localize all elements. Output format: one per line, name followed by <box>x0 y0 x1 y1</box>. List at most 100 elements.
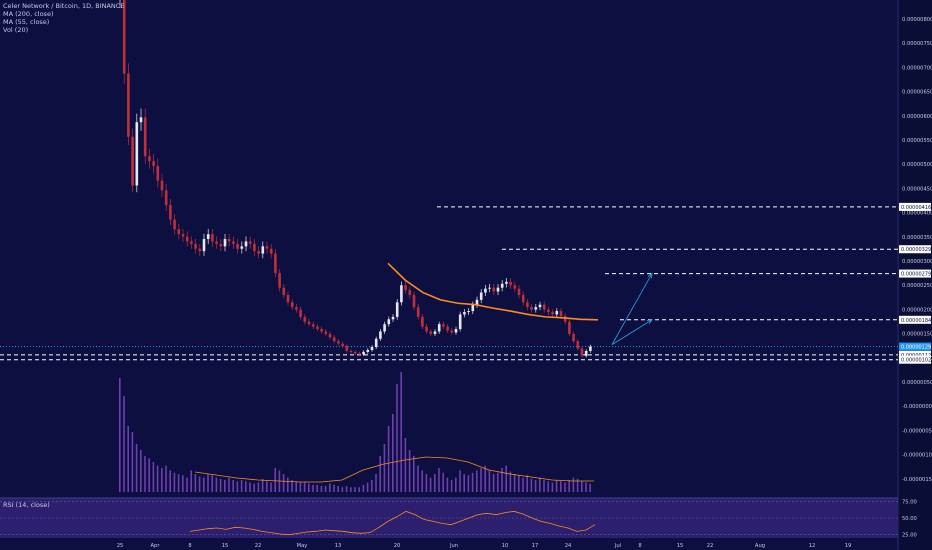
level-label-box <box>899 315 931 324</box>
candle-body <box>534 307 538 310</box>
volume-bar <box>421 470 423 492</box>
legend-symbol: Celer Network / Bitcoin, 1D, BINANCE <box>3 2 125 10</box>
y-tick-label: 0.00000450 <box>902 186 932 192</box>
candle-body <box>253 243 256 252</box>
y-tick-label: 0.00000150 <box>902 332 932 338</box>
volume-bar <box>375 474 377 492</box>
x-tick-label: 17 <box>532 543 539 549</box>
target-arrow-head <box>646 319 653 325</box>
x-tick-label: Jul <box>614 543 621 549</box>
x-tick-label: 8 <box>638 543 641 549</box>
volume-bar <box>455 477 457 492</box>
volume-bar <box>291 480 293 492</box>
volume-bar <box>450 480 453 492</box>
volume-bar <box>547 481 549 492</box>
candle-body <box>391 316 395 320</box>
volume-bar <box>471 472 474 492</box>
x-tick-label: May <box>297 543 308 549</box>
level-label: 0.00000102 <box>901 358 931 364</box>
candle-body <box>433 331 437 334</box>
candle-body <box>215 241 218 244</box>
volume-bar <box>245 481 247 492</box>
candle-body <box>240 246 244 249</box>
volume-bar <box>211 475 213 492</box>
volume-bar <box>135 444 138 492</box>
volume-bar <box>173 472 176 492</box>
volume-bar <box>576 478 579 492</box>
level-label-box <box>899 245 931 254</box>
rsi-label: RSI (14, close) <box>3 501 50 509</box>
x-tick-label: 22 <box>707 543 714 549</box>
x-tick-label: 8 <box>188 543 191 549</box>
y-tick-label: 0.00000500 <box>902 162 932 168</box>
x-tick-label: Apr <box>151 543 161 549</box>
volume-bar <box>522 477 524 492</box>
volume-bar <box>530 478 533 492</box>
volume-bar <box>417 465 419 492</box>
x-tick-label: Aug <box>755 543 765 549</box>
candle-body <box>492 287 496 292</box>
volume-bar <box>224 480 226 492</box>
candle-body <box>299 309 302 317</box>
volume-bar <box>362 484 365 492</box>
x-tick-label: Jun <box>449 543 458 549</box>
legend-ma-200: MA (200, close) <box>3 10 54 18</box>
x-tick-label: 25 <box>117 543 124 549</box>
candle-body <box>349 350 353 352</box>
candle-body <box>484 288 487 293</box>
volume-bar <box>287 477 289 492</box>
candle-body <box>320 329 323 332</box>
volume-bar <box>513 474 516 492</box>
volume-bar <box>194 474 197 492</box>
volume-bar <box>161 468 163 492</box>
y-tick-label: 0.00000400 <box>902 211 932 217</box>
candle-body <box>362 351 365 355</box>
level-label-box <box>899 350 931 359</box>
volume-bar <box>333 484 335 492</box>
target-arrow <box>611 319 653 345</box>
candle-body <box>467 311 470 313</box>
level-label: 0.00000416 <box>901 205 931 211</box>
volume-bar <box>148 458 150 492</box>
rsi-line <box>189 510 596 536</box>
x-tick-label: 19 <box>845 543 852 549</box>
volume-bar <box>379 456 381 492</box>
y-tick-label: 0.00000600 <box>902 114 932 120</box>
candle-body <box>526 302 529 308</box>
y-tick-label: -0.00000150 <box>902 477 932 483</box>
candle-body <box>274 253 277 274</box>
candle-body <box>404 285 407 291</box>
candle-body <box>521 294 525 303</box>
x-tick-label: 10 <box>502 543 509 549</box>
candle-body <box>416 307 420 317</box>
candle-body <box>437 324 441 332</box>
y-tick-label: 0.00000050 <box>902 380 932 386</box>
candle-body <box>530 307 533 310</box>
candle-body <box>408 290 412 295</box>
volume-bar <box>316 484 318 492</box>
volume-bar <box>581 481 583 492</box>
candle-body <box>332 337 336 342</box>
candle-body <box>257 251 260 254</box>
candle-body <box>387 319 391 325</box>
volume-bar <box>144 456 146 492</box>
volume-bar <box>337 486 339 492</box>
volume-bar <box>156 465 159 492</box>
volume-bar <box>198 476 201 492</box>
ma-line <box>387 262 599 321</box>
candle-body <box>500 283 504 288</box>
candle-body <box>479 292 483 300</box>
x-tick-label: 24 <box>565 543 572 549</box>
volume-bar <box>589 483 591 492</box>
candle-body <box>446 326 449 331</box>
candle-body <box>475 299 479 305</box>
y-tick-label: -0.00000100 <box>902 453 932 459</box>
candle-body <box>131 136 134 186</box>
volume-bar <box>236 481 239 492</box>
y-tick-label: 0.00000700 <box>902 65 932 71</box>
candle-body <box>576 341 580 349</box>
candle-body <box>190 241 193 244</box>
candle-body <box>509 281 512 286</box>
candle-body <box>206 234 210 240</box>
volume-bar <box>551 482 554 492</box>
